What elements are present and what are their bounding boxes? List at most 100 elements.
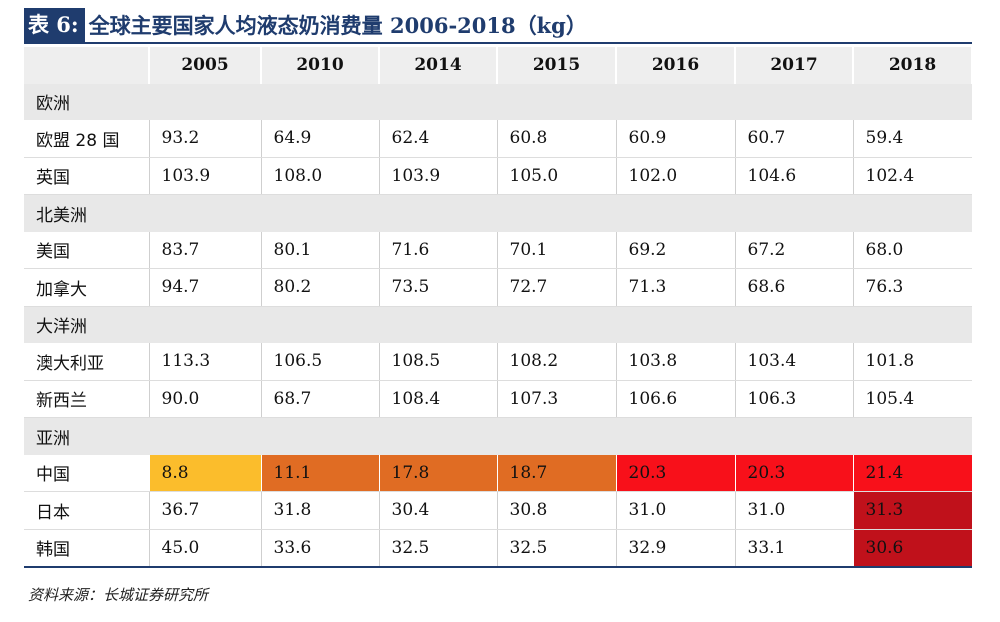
region-row: 欧洲 [24,83,972,120]
table-row: 加拿大 94.7 80.2 73.5 72.7 71.3 68.6 76.3 [24,268,972,307]
region-row: 亚洲 [24,417,972,455]
value-cell: 31.8 [260,491,379,530]
value-cell: 103.8 [615,343,735,381]
value-cell: 32.5 [496,529,616,568]
value-cell: 20.3 [734,454,853,492]
table-row: 澳大利亚 113.3 106.5 108.5 108.2 103.8 103.4 101.8 [24,343,972,381]
country-name: 日本 [24,491,149,530]
value-cell: 36.7 [148,491,261,530]
value-cell: 101.8 [852,343,972,381]
value-cell: 11.1 [260,454,379,492]
table-row: 新西兰 90.0 68.7 108.4 107.3 106.6 106.3 105.4 [24,380,972,418]
value-cell: 69.2 [615,231,735,269]
value-cell: 33.1 [734,529,853,568]
value-cell: 68.7 [260,380,379,418]
value-cell: 90.0 [148,380,261,418]
value-cell: 32.9 [615,529,735,568]
value-cell: 30.8 [496,491,616,530]
value-cell: 21.4 [852,454,972,492]
value-cell: 72.7 [496,268,616,307]
column-header: 2017 [735,47,854,84]
region-row: 北美洲 [24,194,972,232]
value-cell: 32.5 [378,529,497,568]
country-name: 英国 [24,157,149,195]
source-note: 资料来源：长城证券研究所 [28,586,209,604]
value-cell: 80.2 [260,268,379,307]
value-cell: 94.7 [148,268,261,307]
value-cell: 71.3 [615,268,735,307]
header-corner [24,47,150,84]
value-cell: 60.8 [496,120,616,158]
value-cell: 108.5 [378,343,497,381]
table-number-label: 表 6: [24,8,85,42]
value-cell: 18.7 [496,454,616,492]
table-row: 英国 103.9 108.0 103.9 105.0 102.0 104.6 102.4 [24,157,972,195]
table-title-bar: 表 6: 全球主要国家人均液态奶消费量 2006-2018（kg） [24,8,972,44]
header-row: 2005 2010 2014 2015 2016 2017 2018 [24,47,973,84]
value-cell: 31.3 [852,491,972,530]
value-cell: 76.3 [852,268,972,307]
value-cell: 33.6 [260,529,379,568]
table-body: 欧洲 欧盟 28 国 93.2 64.9 62.4 60.8 60.9 60.7 59.4 英国 1… [24,83,972,568]
country-name: 加拿大 [24,268,149,307]
value-cell: 102.4 [852,157,972,195]
value-cell: 106.3 [734,380,853,418]
value-cell: 60.7 [734,120,853,158]
value-cell: 102.0 [615,157,735,195]
value-cell: 68.6 [734,268,853,307]
column-header: 2010 [261,47,380,84]
value-cell: 31.0 [734,491,853,530]
value-cell: 83.7 [148,231,261,269]
value-cell: 108.0 [260,157,379,195]
value-cell: 103.9 [148,157,261,195]
value-cell: 106.6 [615,380,735,418]
country-name: 中国 [24,454,149,492]
table-row: 美国 83.7 80.1 71.6 70.1 69.2 67.2 68.0 [24,231,972,269]
value-cell: 107.3 [496,380,616,418]
value-cell: 104.6 [734,157,853,195]
value-cell: 17.8 [378,454,497,492]
region-label: 大洋洲 [24,306,972,343]
region-label: 欧洲 [24,83,972,120]
table-title: 全球主要国家人均液态奶消费量 2006-2018（kg） [88,13,587,38]
country-name: 美国 [24,231,149,269]
value-cell: 67.2 [734,231,853,269]
value-cell: 80.1 [260,231,379,269]
column-header: 2014 [379,47,498,84]
value-cell: 106.5 [260,343,379,381]
value-cell: 68.0 [852,231,972,269]
value-cell: 71.6 [378,231,497,269]
value-cell: 60.9 [615,120,735,158]
column-header: 2015 [497,47,617,84]
value-cell: 113.3 [148,343,261,381]
value-cell: 108.4 [378,380,497,418]
region-row: 大洋洲 [24,306,972,343]
country-name: 澳大利亚 [24,343,149,381]
country-name: 新西兰 [24,380,149,418]
value-cell: 62.4 [378,120,497,158]
value-cell: 105.0 [496,157,616,195]
value-cell: 93.2 [148,120,261,158]
value-cell: 105.4 [852,380,972,418]
region-label: 亚洲 [24,417,972,455]
value-cell: 103.4 [734,343,853,381]
value-cell: 31.0 [615,491,735,530]
value-cell: 59.4 [852,120,972,158]
value-cell: 30.4 [378,491,497,530]
value-cell: 20.3 [615,454,735,492]
table-row: 欧盟 28 国 93.2 64.9 62.4 60.8 60.9 60.7 59.4 [24,120,972,158]
country-name: 韩国 [24,529,149,568]
value-cell: 30.6 [852,529,972,568]
table-row: 韩国 45.0 33.6 32.5 32.5 32.9 33.1 30.6 [24,529,972,568]
value-cell: 73.5 [378,268,497,307]
column-header: 2016 [616,47,736,84]
value-cell: 103.9 [378,157,497,195]
consumption-table: 2005 2010 2014 2015 2016 2017 2018 欧洲 欧盟 28 国 93… [24,47,973,568]
value-cell: 8.8 [148,454,261,492]
country-name: 欧盟 28 国 [24,120,149,158]
column-header: 2005 [149,47,262,84]
column-header: 2018 [853,47,973,84]
table-row: 中国 8.8 11.1 17.8 18.7 20.3 20.3 21.4 [24,454,972,492]
value-cell: 64.9 [260,120,379,158]
value-cell: 70.1 [496,231,616,269]
